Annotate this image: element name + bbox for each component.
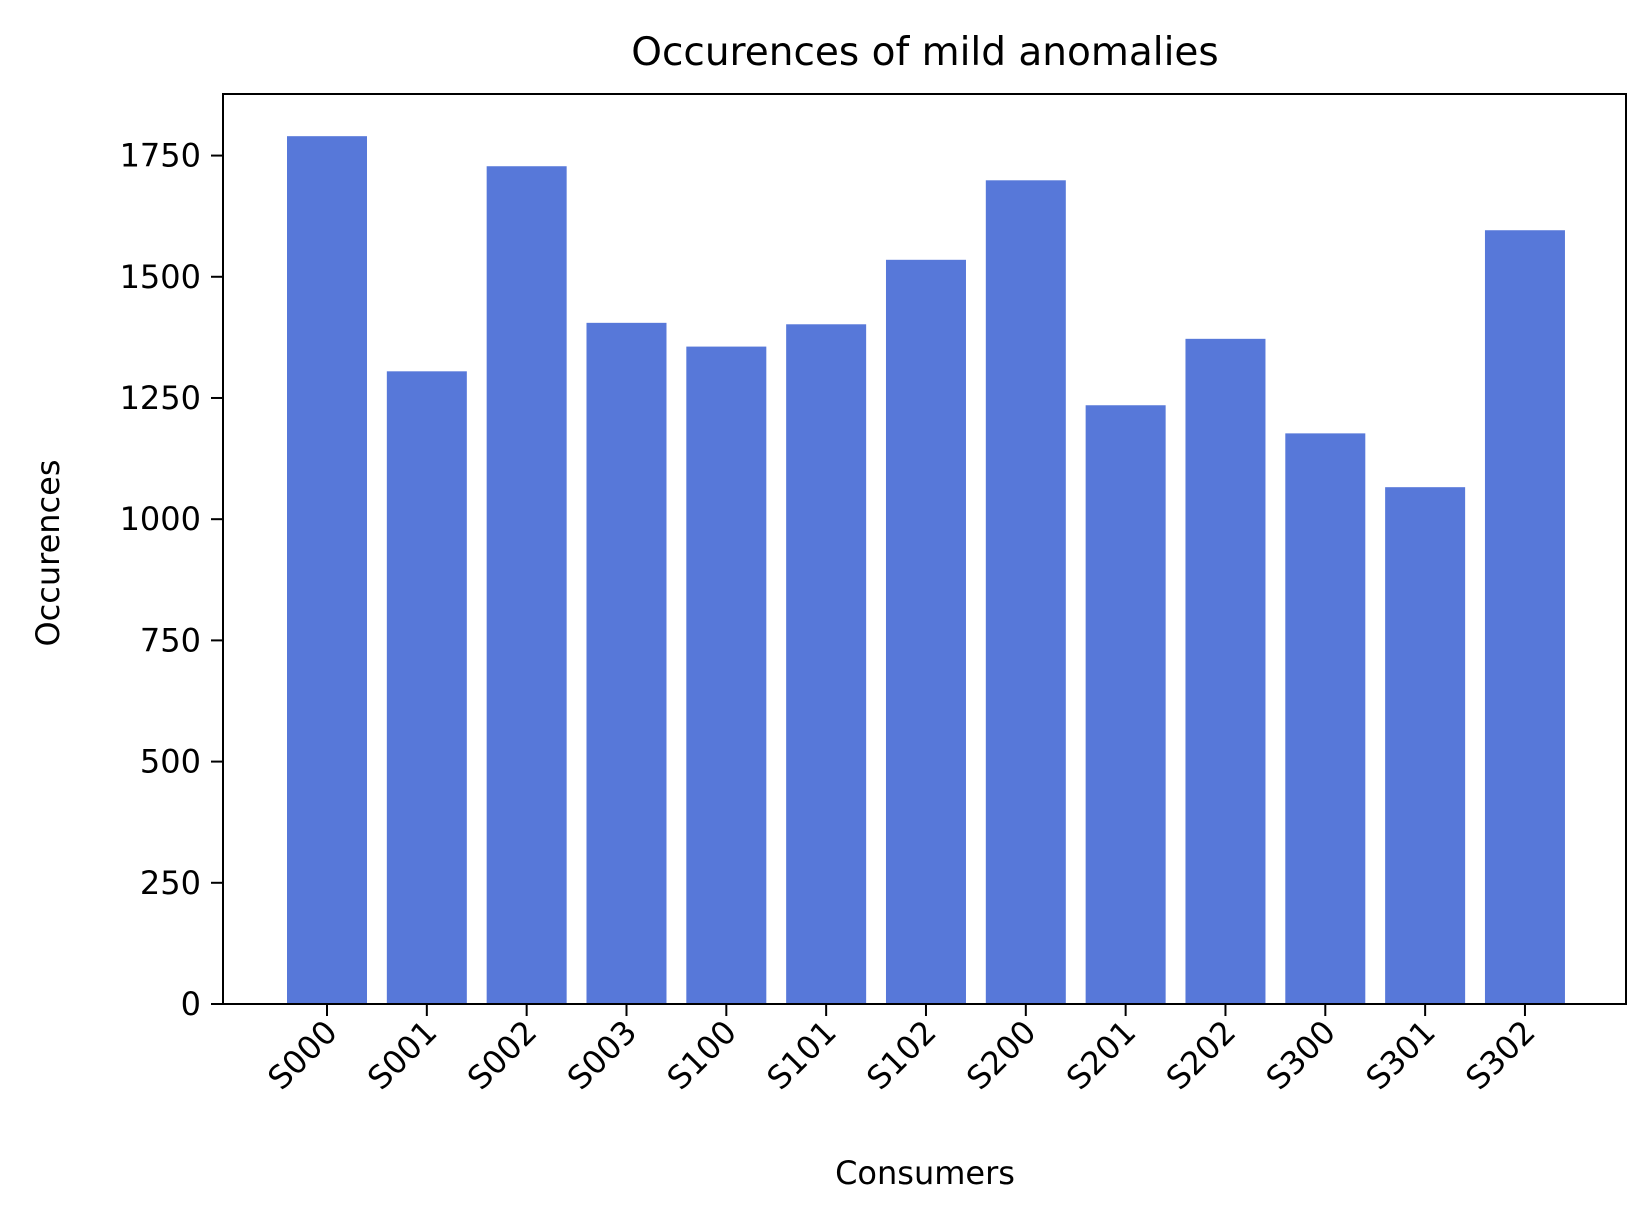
x-axis: S000 S001 S002 S003 S100 S101 S102 S200 S201 S202… [260,1004,1543,1097]
bar-s300 [1285,433,1366,1004]
y-tick-label: 1250 [120,379,201,417]
y-axis: 0 250 500 750 1000 1250 1500 1750 [120,137,223,1023]
x-tick-label-s001: S001 [360,1013,444,1097]
bar-s002 [486,166,567,1004]
chart-title: Occurences of mild anomalies [631,30,1219,75]
x-tick-label-s300: S300 [1259,1013,1343,1097]
x-tick-label-s201: S201 [1059,1013,1143,1097]
plot-area [287,136,1565,1005]
y-tick-label: 250 [140,864,201,902]
x-tick-label-s003: S003 [560,1013,644,1097]
x-tick-label-s202: S202 [1159,1013,1243,1097]
x-tick-label-s301: S301 [1358,1013,1442,1097]
bar-s201 [1085,405,1166,1005]
bar-s302 [1484,230,1565,1005]
bar-s003 [586,322,667,1004]
y-tick-label: 0 [181,985,201,1023]
bar-s200 [985,180,1066,1004]
x-tick-label-s101: S101 [759,1013,843,1097]
x-axis-label: Consumers [835,1154,1015,1192]
x-tick-label-s002: S002 [460,1013,544,1097]
x-tick-label-s000: S000 [260,1013,344,1097]
y-tick-label: 1500 [120,258,201,296]
y-tick-label: 750 [140,621,201,659]
bar-s101 [786,324,867,1004]
y-tick-label: 1000 [120,500,201,538]
bar-s202 [1185,338,1266,1005]
x-tick-label-s100: S100 [660,1013,744,1097]
x-tick-label-s200: S200 [959,1013,1043,1097]
bar-s100 [686,346,767,1004]
x-tick-label-s302: S302 [1458,1013,1542,1097]
x-tick-label-s102: S102 [859,1013,943,1097]
bar-s001 [386,371,467,1005]
y-tick-label: 1750 [120,137,201,175]
plot-frame [222,93,1627,1005]
bar-s301 [1385,487,1466,1005]
bar-s102 [885,259,966,1004]
y-axis-label: Occurences [29,459,67,646]
y-tick-label: 500 [140,743,201,781]
bar-s000 [287,136,367,1004]
